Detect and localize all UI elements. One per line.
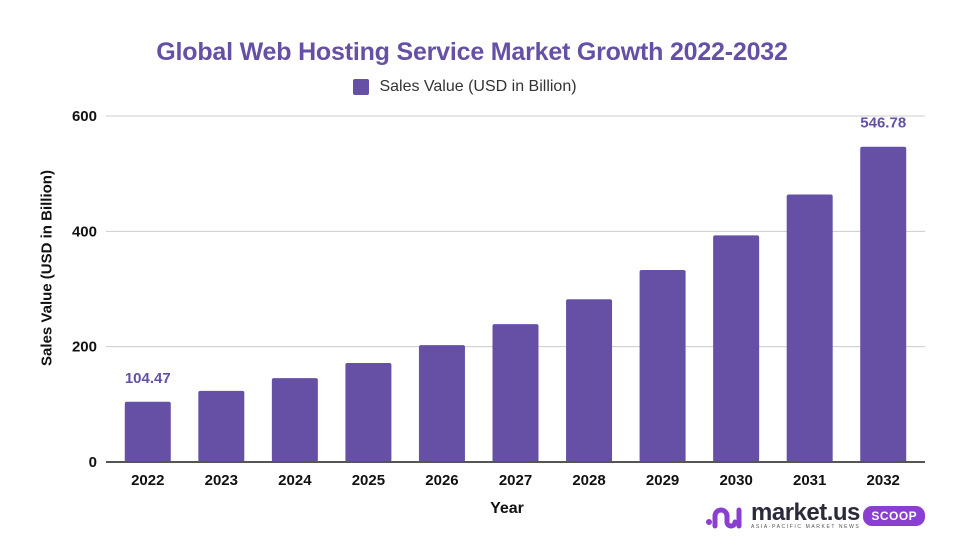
market-us-logo-icon xyxy=(705,500,747,532)
brand-badge: SCOOP xyxy=(863,506,926,526)
bar xyxy=(345,362,392,462)
x-tick-label: 2032 xyxy=(867,472,900,489)
bar xyxy=(418,345,465,462)
bar xyxy=(271,378,318,462)
x-axis-label: Year xyxy=(490,500,524,517)
y-tick-label: 200 xyxy=(72,339,97,356)
bar xyxy=(786,194,833,463)
x-tick-label: 2025 xyxy=(352,472,385,489)
x-tick-label: 2030 xyxy=(719,472,752,489)
bar xyxy=(566,299,613,462)
bar xyxy=(124,401,171,462)
x-tick-label: 2026 xyxy=(425,472,458,489)
bar xyxy=(713,235,760,462)
data-label: 104.47 xyxy=(125,370,171,387)
chart-title: Global Web Hosting Service Market Growth… xyxy=(156,38,788,66)
x-tick-label: 2027 xyxy=(499,472,532,489)
x-tick-label: 2029 xyxy=(646,472,679,489)
brand-tagline: ASIA-PACIFIC MARKET NEWS xyxy=(751,523,861,530)
data-label: 546.78 xyxy=(860,115,906,132)
y-axis-label: Sales Value (USD in Billion) xyxy=(38,170,56,366)
x-tick-label: 2031 xyxy=(793,472,826,489)
y-tick-label: 0 xyxy=(89,454,97,471)
bar xyxy=(639,269,686,462)
bar xyxy=(860,146,907,463)
x-tick-label: 2022 xyxy=(131,472,164,489)
x-tick-label: 2024 xyxy=(278,472,312,489)
bar xyxy=(492,324,539,462)
brand-logo: market.us ASIA-PACIFIC MARKET NEWS SCOOP xyxy=(705,498,926,532)
legend-swatch xyxy=(353,79,370,95)
legend-label: Sales Value (USD in Billion) xyxy=(379,78,577,95)
x-tick-label: 2023 xyxy=(205,472,238,489)
legend: Sales Value (USD in Billion) xyxy=(0,78,930,96)
brand-name: market.us xyxy=(751,498,860,526)
y-tick-label: 400 xyxy=(72,223,97,240)
x-tick-label: 2028 xyxy=(572,472,605,489)
y-tick-label: 600 xyxy=(72,108,97,125)
bar xyxy=(198,390,245,462)
